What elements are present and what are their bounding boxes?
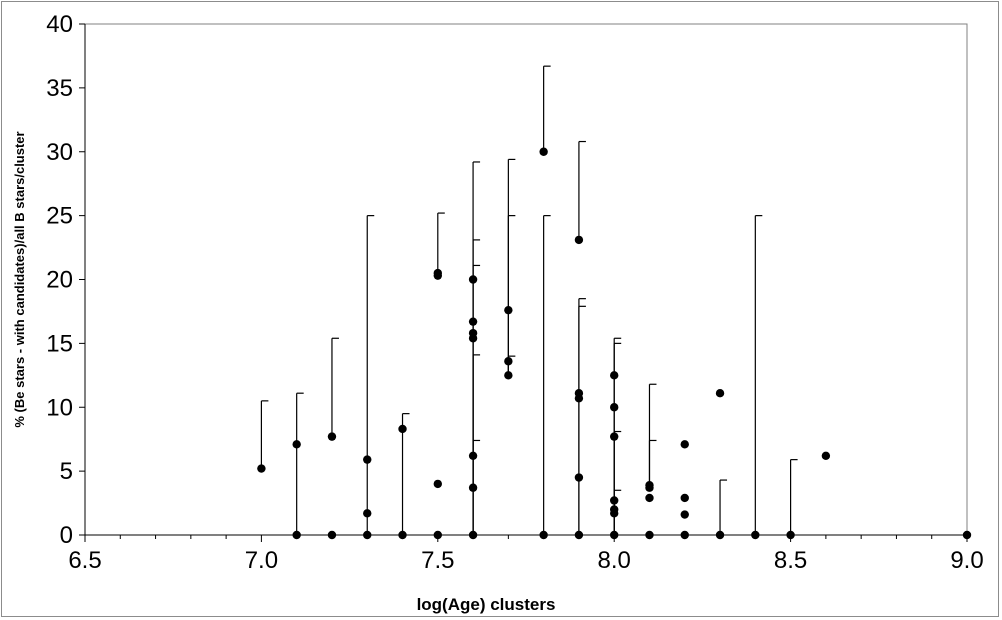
data-point <box>257 464 266 473</box>
y-tick-label: 30 <box>46 139 73 166</box>
error-bar <box>578 305 586 535</box>
x-tick-label: 8.0 <box>598 547 631 574</box>
y-axis-label: % (Be stars - with candidates)/all B sta… <box>12 131 27 427</box>
data-point <box>680 530 689 540</box>
data-point <box>327 530 337 540</box>
error-bar <box>754 215 763 535</box>
error-bar <box>543 65 551 152</box>
data-point <box>715 530 725 540</box>
data-point <box>327 432 337 441</box>
data-point <box>433 479 442 489</box>
data-point <box>433 530 442 540</box>
x-tick-label: 6.5 <box>68 547 101 574</box>
y-tick-label: 35 <box>46 75 73 102</box>
data-point <box>645 530 654 540</box>
data-point <box>504 371 513 380</box>
axes <box>84 24 967 536</box>
data-point <box>610 509 619 518</box>
plot-area <box>84 23 968 536</box>
y-tick-label: 5 <box>60 458 73 485</box>
data-point <box>468 275 478 284</box>
data-point <box>504 305 513 315</box>
data-point <box>610 530 619 540</box>
data-point <box>610 496 619 505</box>
error-bar <box>331 337 339 437</box>
error-bar <box>578 140 586 240</box>
error-bar <box>543 215 551 535</box>
error-bars <box>260 65 798 535</box>
data-point <box>574 530 584 540</box>
error-bar <box>507 215 516 376</box>
data-point <box>468 483 478 492</box>
data-point <box>468 451 478 460</box>
y-tick-label: 40 <box>46 11 73 38</box>
data-point <box>292 440 301 449</box>
error-bar <box>366 215 375 535</box>
data-point <box>821 451 831 460</box>
data-point <box>751 530 760 540</box>
data-point <box>398 530 407 540</box>
data-point <box>715 388 725 398</box>
data-point <box>680 440 689 449</box>
error-bar <box>437 212 445 274</box>
error-bar <box>507 158 516 376</box>
data-point <box>610 371 619 380</box>
error-bar <box>260 400 269 469</box>
error-bar <box>296 392 304 535</box>
error-bar <box>648 383 657 488</box>
error-bar <box>578 298 586 535</box>
error-bar <box>648 439 657 488</box>
data-point <box>363 455 372 464</box>
data-point <box>574 394 584 403</box>
y-tick-label: 20 <box>46 267 73 294</box>
y-tick-label: 25 <box>46 203 73 230</box>
data-point <box>363 509 372 518</box>
error-bar <box>472 264 481 535</box>
data-points <box>257 147 972 540</box>
data-point <box>468 530 478 540</box>
data-point <box>292 530 301 540</box>
error-bar <box>401 413 410 535</box>
data-point <box>539 147 548 156</box>
data-point <box>574 235 584 245</box>
data-point <box>610 432 619 441</box>
data-point <box>610 403 619 412</box>
data-point <box>468 334 478 343</box>
data-point <box>645 493 654 503</box>
data-point <box>504 357 513 366</box>
y-tick-label: 0 <box>60 522 73 549</box>
error-bar <box>719 479 728 535</box>
data-point <box>468 317 478 326</box>
data-point <box>645 483 654 492</box>
data-point <box>363 530 372 540</box>
data-point <box>574 473 584 482</box>
error-bar <box>613 430 622 535</box>
x-axis-ticks: 6.5 7.0 7.5 8.0 8.5 9.0 <box>68 535 984 574</box>
x-tick-label: 7.5 <box>421 547 454 574</box>
error-bar <box>472 354 481 535</box>
data-point <box>398 424 407 434</box>
data-point <box>962 530 972 540</box>
data-point <box>539 530 548 540</box>
data-point <box>680 493 689 503</box>
x-axis-label: log(Age) clusters <box>417 595 556 614</box>
y-axis-ticks: 0 5 10 15 20 25 30 35 40 <box>46 11 85 549</box>
data-point <box>433 271 442 280</box>
data-point <box>786 530 795 540</box>
x-tick-label: 9.0 <box>950 547 983 574</box>
x-tick-label: 8.5 <box>774 547 807 574</box>
x-tick-label: 7.0 <box>245 547 278 574</box>
data-point <box>680 510 689 519</box>
y-tick-label: 15 <box>46 330 73 357</box>
error-bar <box>789 459 798 535</box>
y-tick-label: 10 <box>46 394 73 421</box>
